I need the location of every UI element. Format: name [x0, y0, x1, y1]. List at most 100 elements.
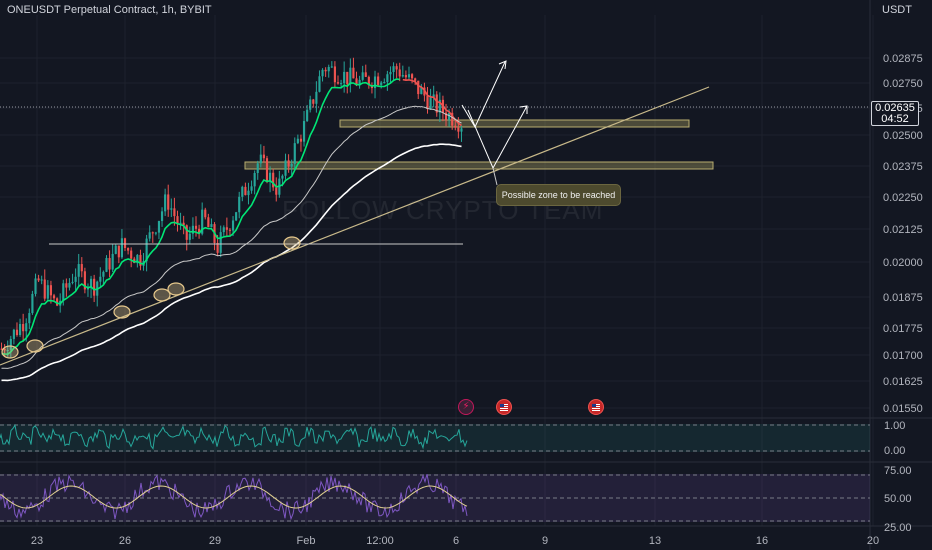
candle-body	[401, 75, 404, 77]
candle-body	[306, 109, 309, 122]
ema-slow-line	[1, 143, 462, 382]
candle-body	[438, 99, 441, 113]
candle-body	[426, 95, 429, 109]
support-zones	[244, 119, 714, 170]
candle-body	[398, 69, 401, 77]
candle-body	[99, 276, 102, 282]
osc1-band	[0, 424, 870, 452]
arrow-head	[519, 105, 528, 114]
ema-fast-line	[1, 78, 400, 356]
candle-body	[188, 233, 191, 240]
candle-body	[386, 74, 389, 82]
bar-countdown: 04:52	[881, 113, 909, 125]
candle-body	[343, 71, 346, 84]
price-tick-label: 0.01775	[883, 323, 923, 335]
candle-body	[179, 222, 182, 224]
candle-body	[355, 78, 358, 86]
trend-lines	[0, 86, 870, 366]
candle-body	[111, 253, 114, 270]
candle-body	[321, 69, 324, 77]
osc2-tick-label: 25.00	[884, 522, 912, 534]
candle-body	[250, 186, 253, 191]
candle-body	[377, 76, 380, 85]
candle-body	[207, 217, 210, 227]
candle-body	[244, 186, 247, 196]
candle-body	[160, 211, 164, 222]
time-tick-label: Feb	[297, 535, 316, 547]
candle-body	[349, 67, 352, 85]
candle-body	[392, 66, 395, 72]
candle-body	[105, 257, 108, 272]
resistance-zone	[339, 119, 690, 128]
candle-body	[216, 242, 219, 253]
candle-body	[74, 276, 77, 282]
candle-body	[262, 154, 265, 159]
candle-body	[327, 67, 330, 72]
candle-body	[185, 225, 188, 240]
candle-body	[65, 283, 68, 288]
candle-body	[222, 227, 225, 233]
candle-body	[114, 245, 117, 254]
candle-body	[429, 97, 432, 109]
candle-body	[451, 112, 454, 126]
time-tick-label: 12:00	[366, 535, 394, 547]
candle-body	[34, 278, 37, 294]
candle-body	[204, 209, 207, 218]
candle-body	[380, 82, 383, 85]
candle-body	[299, 138, 303, 142]
candle-body	[435, 94, 438, 113]
osc1-line	[0, 423, 468, 450]
time-tick-label: 6	[453, 535, 459, 547]
candle-body	[151, 232, 154, 234]
oscillator-pane-2: 75.00 50.00 25.00	[0, 465, 912, 534]
candle-body	[139, 254, 142, 266]
candle-body	[62, 283, 65, 301]
candle-body	[284, 160, 287, 176]
price-tick-label: 0.02125	[883, 224, 923, 236]
lightning-icon[interactable]: ⚡	[458, 399, 474, 415]
price-tick-label: 0.02875	[883, 53, 923, 65]
time-tick-label: 26	[119, 535, 131, 547]
touch-marker	[26, 339, 44, 353]
candle-body	[312, 99, 315, 104]
time-tick-label: 16	[756, 535, 768, 547]
candle-body	[15, 329, 19, 335]
price-tick-label: 0.01875	[883, 292, 923, 304]
zone-annotation: Possible zone to be reached	[496, 184, 621, 206]
candle-body	[457, 127, 460, 132]
candle-body	[28, 313, 31, 324]
candle-body	[256, 163, 259, 174]
candle-body	[290, 163, 293, 167]
candle-body	[275, 187, 278, 195]
candle-body	[108, 257, 111, 270]
time-tick-label: 20	[867, 535, 879, 547]
osc2-signal-line	[0, 485, 468, 509]
osc1-tick-label: 0.00	[884, 445, 905, 457]
candle-body	[120, 238, 124, 258]
us-flag-icon[interactable]	[496, 399, 512, 415]
symbol-title[interactable]: ONEUSDT Perpetual Contract, 1h, BYBIT	[7, 4, 212, 16]
candle-body	[133, 258, 136, 264]
candle-body	[358, 79, 361, 86]
candle-body	[154, 232, 157, 234]
moving-averages	[1, 78, 462, 382]
price-tick-label: 0.02250	[883, 192, 923, 204]
candle-body	[6, 350, 9, 352]
touch-marker	[113, 305, 131, 319]
candle-body	[52, 295, 56, 299]
candle-body	[383, 81, 386, 83]
candle-body	[404, 75, 407, 78]
candle-body	[173, 208, 176, 217]
candle-body	[46, 285, 49, 299]
time-tick-label: 29	[209, 535, 221, 547]
candle-body	[272, 172, 275, 188]
candle-body	[247, 190, 250, 196]
candle-body	[253, 173, 256, 187]
arrow-head	[498, 60, 507, 70]
candle-body	[49, 285, 53, 296]
candle-body	[18, 324, 22, 335]
us-flag-icon[interactable]	[588, 399, 604, 415]
candle-body	[86, 287, 90, 290]
candle-body	[89, 278, 93, 288]
